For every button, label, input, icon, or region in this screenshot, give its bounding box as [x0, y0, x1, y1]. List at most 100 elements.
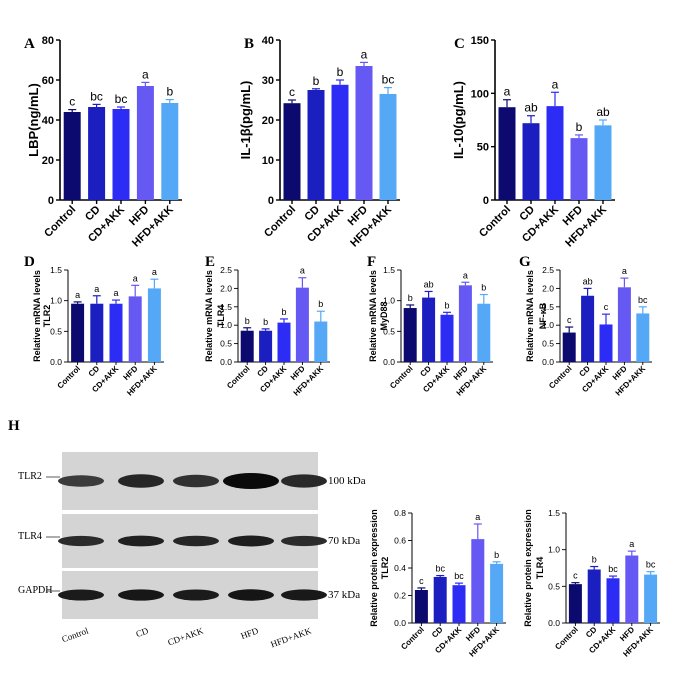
significance-letter: c [69, 95, 75, 109]
panel-letter: E [205, 254, 215, 270]
bar [644, 574, 658, 623]
y-axis-label: TLR4 [535, 557, 545, 580]
bar [331, 84, 349, 200]
bar [283, 103, 301, 200]
bar [570, 138, 588, 200]
bar [240, 330, 254, 362]
bar [109, 303, 123, 362]
significance-letter: a [475, 512, 480, 522]
y-tick-label: 0.5 [50, 326, 62, 336]
bar [128, 296, 142, 362]
panel-letter: D [24, 254, 35, 270]
y-tick-label: 0.5 [542, 339, 554, 349]
panel-letter: C [454, 36, 465, 52]
significance-letter: b [337, 65, 344, 79]
y-tick-label: 2.5 [542, 265, 554, 275]
y-tick-label: 0.0 [542, 357, 554, 367]
bar [136, 86, 154, 200]
significance-letter: bc [90, 89, 103, 103]
bar [90, 303, 104, 362]
y-axis-label: MyD88 [379, 301, 389, 330]
x-tick-label: CD [255, 364, 270, 379]
bar [625, 555, 639, 623]
significance-letter: c [567, 315, 572, 325]
y-tick-label: 0.5 [220, 339, 232, 349]
bar [112, 109, 130, 200]
x-tick-label: CD [584, 625, 599, 640]
molecular-weight-label: 37 kDa [328, 589, 360, 601]
significance-letter: b [313, 74, 320, 88]
bar [295, 287, 309, 362]
x-tick-label: Control [477, 204, 513, 240]
blot-band [281, 589, 327, 601]
bar [63, 112, 81, 200]
bar [636, 313, 650, 362]
blot-band [228, 589, 274, 601]
y-tick-label: 30 [262, 75, 274, 87]
y-tick-label: 1.5 [220, 302, 232, 312]
significance-letter: a [133, 273, 138, 283]
blot-row-gapdh: GAPDH 37 kDa [18, 571, 360, 619]
x-tick-label: Control [388, 364, 414, 390]
blot-row-tlr2: TLR2 100 kDa [18, 452, 366, 510]
significance-letter: c [289, 85, 295, 99]
y-axis-label-secondary: Relative protein expression [523, 509, 533, 627]
blot-lane-label: Control [60, 625, 90, 644]
chart-D: D 0.0 0.5 1.0 1.5 Relative mRNA levels TLR2 a Co… [24, 254, 164, 398]
bar [562, 332, 576, 362]
significance-letter: b [263, 317, 268, 327]
significance-letter: b [245, 316, 250, 326]
y-axis-label: TLR4 [216, 305, 226, 328]
panel-letter: G [519, 254, 531, 270]
significance-letter: a [629, 539, 634, 549]
x-tick-label: Control [225, 364, 251, 390]
bar [606, 578, 620, 623]
panel-letter: H [8, 418, 20, 434]
significance-letter: b [281, 307, 286, 317]
y-tick-label: 0.4 [394, 563, 406, 573]
y-axis-label: IL-1β(pg/mL) [238, 81, 253, 160]
blot-lane-label: HFD+AKK [269, 625, 313, 649]
bar [314, 321, 328, 362]
blot-band [58, 475, 104, 487]
bar [599, 324, 613, 362]
bar [277, 322, 291, 362]
y-tick-label: 40 [262, 35, 274, 47]
bar [259, 330, 273, 362]
bar [546, 106, 564, 200]
y-axis-label-secondary: Relative mRNA levels [32, 270, 42, 362]
y-axis-label-secondary: Relative protein expression [369, 509, 379, 627]
bar [452, 585, 466, 623]
bar [440, 314, 454, 362]
y-tick-label: 40 [42, 115, 54, 127]
bar [617, 287, 631, 362]
x-tick-label: CD [87, 364, 102, 379]
significance-letter: c [604, 302, 609, 312]
significance-letter: a [300, 266, 305, 276]
blot-band [173, 589, 219, 601]
significance-letter: a [622, 266, 627, 276]
chart-H1: 0.0 0.2 0.4 0.6 0.8 Relative protein expressi… [369, 508, 506, 659]
chart-F: F 0.0 0.5 1.0 1.5 Relative mRNA levels MyD88 b C… [367, 254, 493, 398]
x-tick-label: CD [430, 625, 445, 640]
bar [522, 123, 540, 200]
significance-letter: bc [454, 571, 464, 581]
y-tick-label: 2.0 [542, 283, 554, 293]
chart-E: E 0.0 0.5 1.0 1.5 2.0 2.5 Relative mRNA levels T… [204, 254, 330, 398]
y-tick-label: 0.6 [394, 536, 406, 546]
y-tick-label: 2.0 [220, 283, 232, 293]
y-axis-label-secondary: Relative mRNA levels [368, 270, 378, 362]
y-tick-label: 100 [471, 88, 489, 100]
blot-band [173, 474, 219, 488]
y-tick-label: 60 [42, 75, 54, 87]
y-axis-label: LBP(ng/mL) [26, 83, 41, 157]
bar [471, 539, 485, 623]
x-tick-label: CD [577, 364, 592, 379]
y-tick-label: 1.0 [548, 545, 560, 555]
bar [403, 308, 417, 362]
bar [355, 66, 373, 200]
blot-band [281, 474, 327, 488]
significance-letter: bc [646, 560, 656, 570]
blot-band [173, 535, 219, 547]
